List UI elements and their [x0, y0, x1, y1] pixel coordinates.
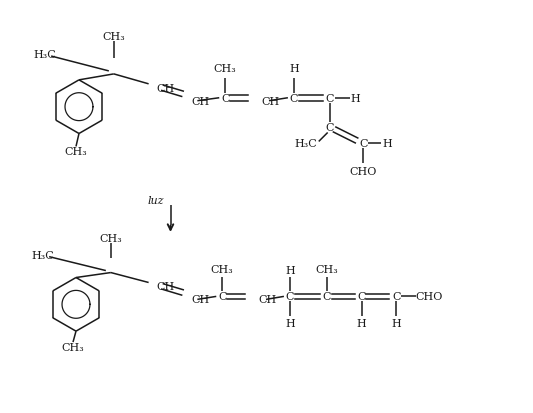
Text: CH₃: CH₃: [100, 233, 122, 243]
Text: C: C: [326, 122, 334, 132]
Text: CHO: CHO: [415, 292, 443, 301]
Text: C: C: [359, 139, 368, 149]
Text: CH₃: CH₃: [62, 342, 84, 352]
Text: CHO: CHO: [350, 167, 377, 177]
Text: H: H: [391, 318, 401, 328]
Text: H₃C: H₃C: [31, 250, 54, 260]
Text: H₃C: H₃C: [33, 50, 56, 60]
Text: C: C: [218, 292, 227, 301]
Text: H₃C: H₃C: [294, 139, 317, 149]
Text: luz: luz: [147, 196, 164, 206]
Text: H: H: [383, 139, 392, 149]
Text: C: C: [289, 93, 298, 104]
Text: H: H: [351, 93, 360, 104]
Text: CH₃: CH₃: [64, 147, 87, 157]
Text: CH: CH: [261, 97, 279, 107]
Text: CH₃: CH₃: [316, 264, 338, 274]
Text: CH₃: CH₃: [102, 32, 125, 42]
Text: C: C: [392, 292, 401, 301]
Text: C: C: [322, 292, 331, 301]
Text: C: C: [286, 292, 294, 301]
Text: H: H: [285, 318, 295, 328]
Text: C: C: [357, 292, 366, 301]
Text: CH: CH: [258, 294, 276, 305]
Text: C: C: [221, 93, 230, 104]
Text: CH: CH: [157, 282, 175, 292]
Text: C: C: [326, 93, 334, 104]
Text: H: H: [357, 318, 366, 328]
Text: H: H: [285, 265, 295, 275]
Text: CH: CH: [191, 294, 209, 305]
Text: CH₃: CH₃: [211, 264, 233, 274]
Text: H: H: [289, 64, 298, 74]
Text: CH₃: CH₃: [214, 64, 237, 74]
Text: CH: CH: [157, 83, 175, 94]
Text: CH: CH: [191, 97, 209, 107]
